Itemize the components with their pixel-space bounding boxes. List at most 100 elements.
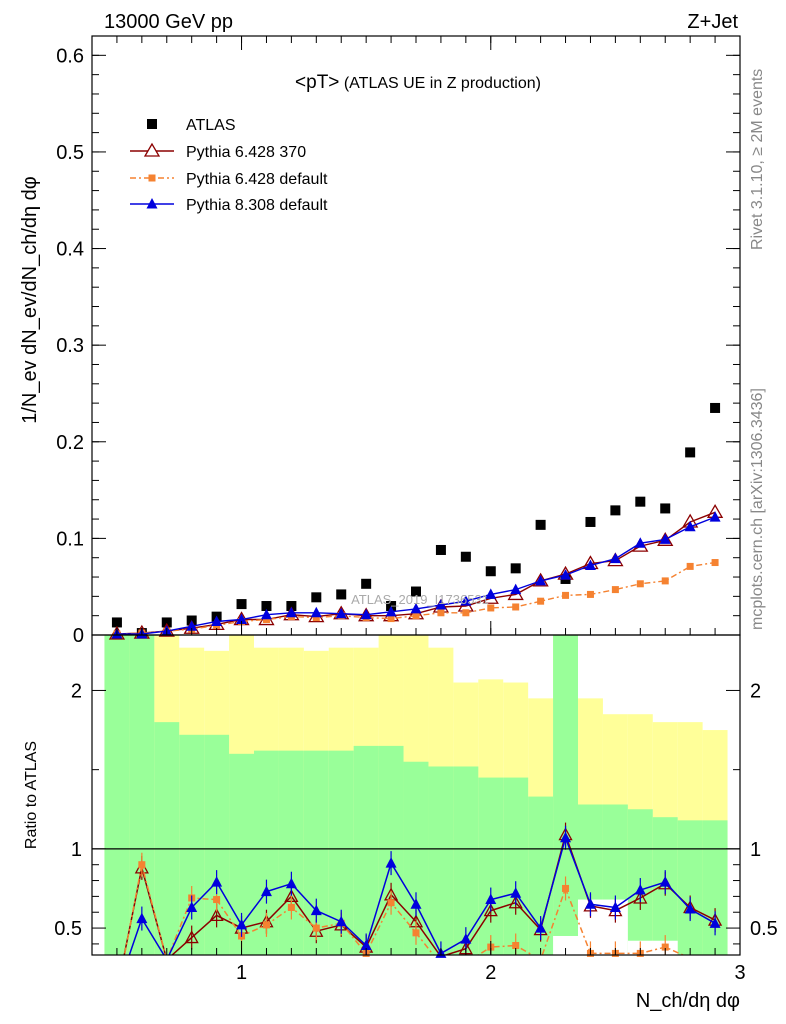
- ratio-point-p8-default: [410, 898, 422, 909]
- p6-default-point: [312, 614, 320, 622]
- ratio-point-p8-default: [360, 939, 372, 950]
- p6-default-point: [611, 586, 619, 594]
- legend-marker-atlas: [147, 119, 157, 129]
- y-tick-label: 0.6: [56, 45, 84, 67]
- y-tick-label: 0.4: [56, 239, 84, 261]
- ratio-band-inner: [179, 734, 205, 955]
- ratio-band-inner: [154, 722, 180, 955]
- y-tick-label: 0.2: [56, 432, 84, 454]
- y-tick-label: 0.3: [56, 335, 84, 357]
- p8-default-point: [410, 602, 422, 614]
- atlas-data-point: [635, 496, 646, 507]
- atlas-data-point: [460, 551, 471, 562]
- ratio-point-p6-370: [508, 895, 523, 909]
- p8-default-point: [285, 606, 297, 618]
- p8-default-point: [560, 569, 572, 580]
- atlas-data-point: [660, 503, 671, 514]
- p6-default-point: [586, 590, 594, 598]
- ratio-y-tick-label: 0.5: [54, 918, 82, 940]
- atlas-data-point: [685, 447, 696, 458]
- ratio-point-p6-default: [512, 941, 520, 949]
- atlas-data-point: [261, 601, 272, 612]
- p8-default-point: [186, 620, 198, 631]
- p8-default-point: [460, 595, 472, 606]
- ratio-point-p8-default: [260, 885, 272, 897]
- p8-default-point: [260, 608, 272, 620]
- ratio-point-p8-default: [560, 831, 572, 843]
- legend-marker-p6-370: [143, 142, 161, 157]
- ratio-point-p8-default: [535, 922, 547, 933]
- ratio-point-p6-default: [661, 943, 669, 951]
- p6-default-point: [387, 615, 395, 623]
- ratio-point-p8-default: [485, 893, 497, 905]
- ratio-y-tick-label: 2: [71, 680, 82, 702]
- ratio-point-p8-default: [510, 887, 522, 898]
- ratio-band-gap: [553, 935, 578, 955]
- p8-default-point: [360, 608, 372, 620]
- ratio-point-p8-default: [709, 917, 721, 928]
- p8-default-point: [236, 613, 248, 625]
- ratio-point-p6-default: [287, 903, 295, 911]
- ratio-point-p6-370: [184, 930, 199, 944]
- ratio-band-inner: [129, 635, 155, 955]
- ratio-band-inner: [553, 635, 578, 955]
- p6-default-point: [537, 597, 545, 605]
- p8-default-point: [709, 511, 721, 522]
- atlas-data-point: [435, 544, 446, 555]
- p6-default-point: [462, 609, 470, 617]
- p6-default-point: [437, 609, 445, 617]
- ratio-point-p8-default: [684, 903, 696, 914]
- atlas-data-point: [336, 589, 347, 600]
- legend-label: ATLAS: [186, 117, 236, 134]
- ratio-point-p8-default: [136, 912, 148, 924]
- p8-default-point: [310, 606, 322, 618]
- p8-default-point: [435, 599, 447, 610]
- header-left: 13000 GeV pp: [104, 11, 233, 33]
- p6-default-point: [711, 559, 719, 567]
- atlas-data-point: [411, 586, 421, 597]
- p8-default-point: [335, 607, 347, 619]
- atlas-data-point: [610, 505, 621, 516]
- atlas-data-point: [510, 563, 521, 574]
- p8-default-point: [485, 588, 497, 599]
- ratio-y-tick-label-right: 2: [750, 680, 761, 702]
- legend-label: Pythia 6.428 default: [186, 171, 328, 188]
- atlas-data-point: [236, 599, 247, 610]
- x-tick-label: 3: [734, 962, 745, 984]
- y-tick-label: 0.1: [56, 528, 84, 550]
- ratio-point-p8-default: [460, 933, 472, 944]
- ratio-point-p8-default: [609, 901, 621, 912]
- p8-default-point: [584, 559, 596, 570]
- ratio-y-tick-label-right: 1: [750, 839, 761, 861]
- ratio-point-p8-default: [186, 901, 198, 912]
- y-tick-label: 0: [73, 625, 84, 647]
- mcplots-label: mcplots.cern.ch [arXiv:1306.3436]: [749, 388, 766, 630]
- p8-default-point: [211, 615, 223, 626]
- atlas-data-point: [111, 617, 122, 628]
- ratio-band-inner: [428, 766, 454, 955]
- x-axis-label: N_ch/dη dφ: [636, 990, 740, 1012]
- p6-default-point: [512, 603, 520, 611]
- legend-label: Pythia 6.428 370: [186, 144, 306, 161]
- ratio-point-p6-default: [138, 861, 146, 869]
- y-axis-label: 1/N_ev dN_ev/dN_ch/dη dφ: [19, 176, 41, 424]
- ratio-point-p6-default: [213, 896, 221, 904]
- analysis-watermark: ATLAS_2019_I1736531: [351, 592, 489, 607]
- atlas-data-point: [286, 601, 297, 612]
- ratio-point-p8-default: [310, 904, 322, 916]
- x-tick-label: 1: [236, 962, 247, 984]
- y-tick-label: 0.5: [56, 142, 84, 164]
- p8-default-point: [535, 574, 547, 586]
- p8-default-point: [659, 533, 671, 544]
- p6-default-point: [661, 577, 669, 585]
- p8-default-point: [634, 537, 646, 548]
- legend: ATLAS Pythia 6.428 370 Pythia 6.428 defaul…: [130, 117, 328, 214]
- atlas-data-point: [585, 516, 596, 527]
- rivet-label: Rivet 3.1.10, ≥ 2M events: [749, 69, 766, 250]
- ratio-point-p6-default: [412, 929, 420, 937]
- ratio-point-p6-default: [387, 899, 395, 907]
- ratio-point-p8-default: [385, 857, 397, 868]
- ratio-band-inner: [478, 777, 504, 955]
- ratio-band-inner: [353, 745, 379, 955]
